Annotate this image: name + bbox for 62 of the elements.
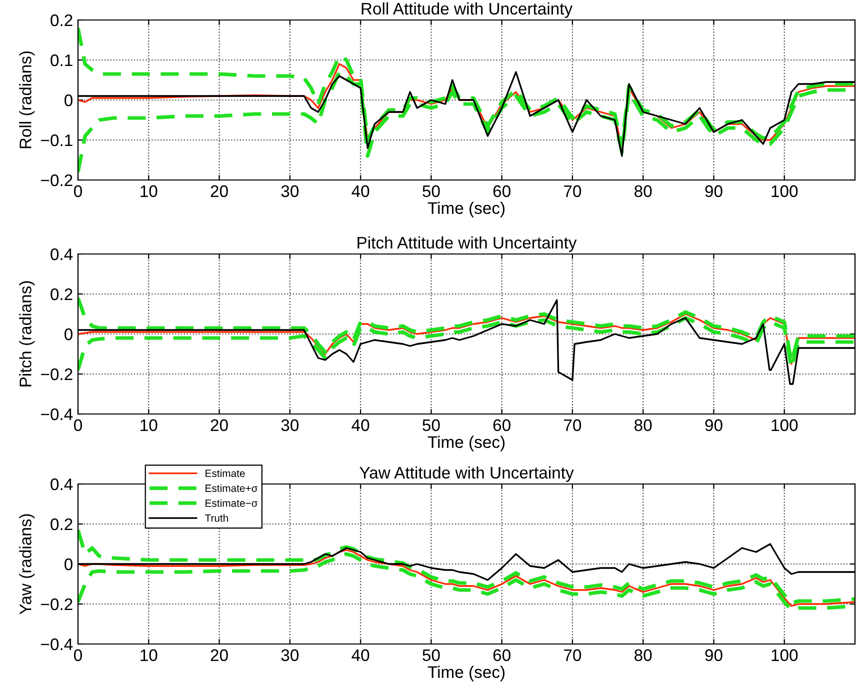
x-tick-label: 90 [705,419,722,432]
x-tick-label: 70 [564,419,582,432]
x-tick-label: 90 [705,649,722,662]
y-axis-title: Pitch (radians) [19,281,35,386]
x-axis-title: Time (sec) [428,202,505,218]
y-tick-label: −0.2 [41,174,72,186]
legend-label: Estimate+σ [206,484,258,492]
y-tick-label: −0.4 [41,408,73,420]
y-tick-label: −0.2 [41,598,72,610]
x-tick-label: 80 [634,419,652,432]
x-tick-label: 60 [493,649,510,662]
x-tick-label: 40 [352,419,370,432]
chart-title: Roll Attitude with Uncertainty [362,2,573,18]
x-axis-title: Time (sec) [428,666,505,682]
y-tick-label: 0 [64,328,72,340]
line-series [78,313,855,365]
x-tick-label: 80 [634,185,652,198]
y-tick-label: 0 [64,94,72,106]
x-tick-label: 50 [422,185,440,198]
y-axis-title: Roll (radians) [19,51,35,148]
x-tick-label: 10 [140,185,158,198]
y-tick-label: 0.4 [50,248,73,260]
y-tick-label: 0 [64,558,72,570]
y-tick-label: −0.2 [41,368,72,380]
x-tick-label: 100 [772,185,798,198]
y-tick-label: 0.1 [50,54,72,66]
chart-title: Pitch Attitude with Uncertainty [358,236,577,252]
legend-label: Truth [204,514,228,522]
chart-title: Yaw Attitude with Uncertainty [360,466,574,482]
y-tick-label: 0.4 [50,478,73,490]
x-tick-label: 90 [705,185,722,198]
x-tick-label: 70 [564,649,582,662]
y-tick-label: 0.2 [50,518,72,530]
x-tick-label: 80 [634,649,652,662]
x-tick-label: 10 [140,419,158,432]
y-tick-label: −0.4 [41,638,73,650]
x-tick-label: 0 [74,419,82,432]
legend-label: Estimate−σ [206,499,258,507]
x-tick-label: 20 [210,419,228,432]
y-tick-label: 0.2 [50,14,72,26]
x-tick-label: 10 [140,649,158,662]
x-tick-label: 0 [74,649,82,662]
x-tick-label: 100 [772,419,798,432]
x-tick-label: 20 [210,649,228,662]
x-tick-label: 60 [493,185,510,198]
x-tick-label: 70 [564,185,582,198]
x-tick-label: 20 [210,185,228,198]
y-axis-title: Yaw (radians) [19,514,35,614]
x-tick-label: 40 [352,185,370,198]
x-tick-label: 30 [281,419,299,432]
x-tick-label: 60 [493,419,510,432]
x-tick-label: 100 [772,649,798,662]
x-tick-label: 0 [74,185,82,198]
x-tick-label: 30 [281,185,299,198]
x-tick-label: 50 [422,419,440,432]
x-tick-label: 30 [281,649,299,662]
y-tick-label: −0.1 [41,134,72,146]
legend-label: Estimate [206,469,245,478]
x-tick-label: 40 [352,649,370,662]
x-tick-label: 50 [422,649,440,662]
y-tick-label: 0.2 [50,288,72,300]
x-axis-title: Time (sec) [428,436,505,452]
